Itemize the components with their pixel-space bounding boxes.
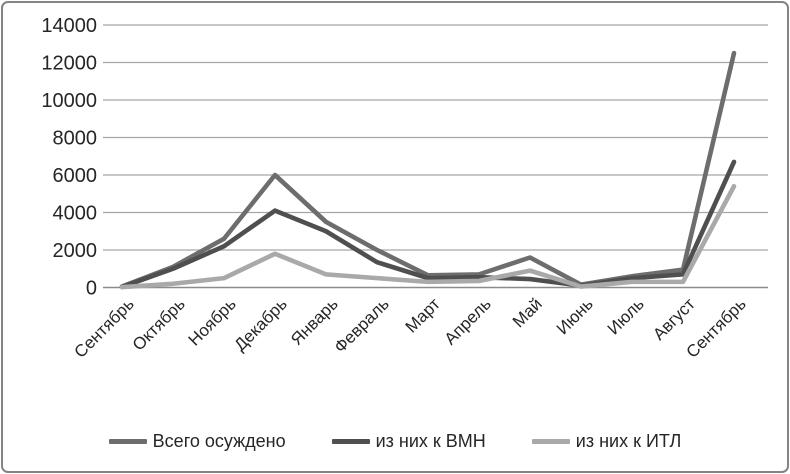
y-axis-label: 4000: [53, 203, 98, 225]
y-axis-label: 14000: [41, 15, 97, 37]
y-axis-label: 6000: [53, 165, 98, 187]
legend-swatch-total: [108, 438, 147, 444]
x-axis-label: Август: [649, 294, 699, 344]
x-axis-label: Февраль: [331, 294, 393, 356]
x-axis-label: Октябрь: [129, 294, 189, 354]
legend-swatch-vmn: [331, 438, 370, 444]
x-axis-label: Март: [402, 294, 444, 336]
y-axis-label: 8000: [53, 128, 98, 150]
x-axis-label: Декабрь: [231, 294, 291, 354]
y-axis-label: 0: [86, 278, 97, 300]
x-axis-label: Май: [509, 294, 546, 331]
legend-item-total: Всего осуждено: [108, 430, 286, 452]
series-line-3: [119, 183, 737, 290]
x-axis-label: Июль: [604, 294, 648, 338]
y-axis-label: 10000: [41, 90, 97, 112]
chart-legend: Всего осуждено из них к ВМН из них к ИТЛ: [0, 426, 790, 456]
legend-label-vmn: из них к ВМН: [375, 430, 486, 451]
series-line-2: [119, 159, 737, 290]
x-axis-label: Апрель: [441, 294, 495, 348]
legend-label-itl: из них к ИТЛ: [575, 430, 682, 451]
legend-swatch-itl: [531, 438, 570, 444]
legend-item-vmn: из них к ВМН: [331, 430, 486, 452]
legend-item-itl: из них к ИТЛ: [531, 430, 682, 452]
x-axis-label: Июнь: [553, 294, 597, 338]
y-axis-label: 12000: [41, 53, 97, 75]
legend-label-total: Всего осуждено: [152, 430, 286, 451]
x-axis-label: Сентябрь: [71, 294, 138, 361]
y-axis-label: 2000: [53, 240, 98, 262]
